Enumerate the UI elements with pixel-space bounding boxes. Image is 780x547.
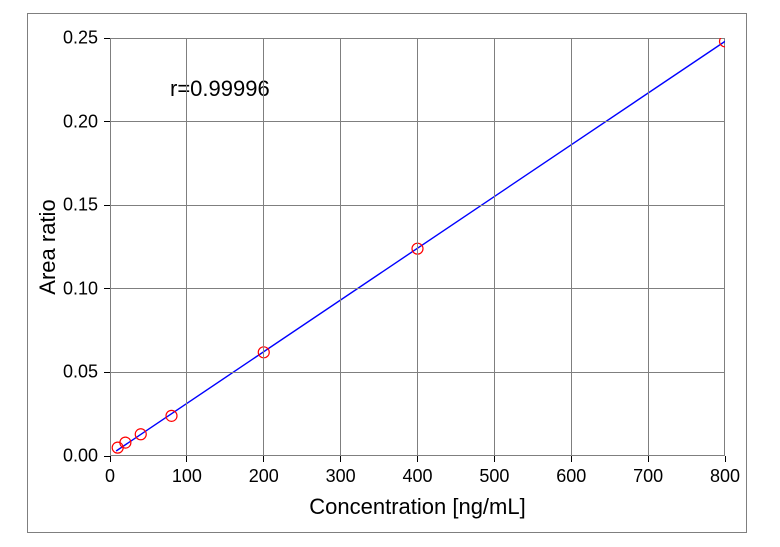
y-tick (104, 38, 110, 39)
y-tick-label: 0.10 (63, 278, 98, 299)
x-tick (494, 456, 495, 462)
grid-v (417, 38, 418, 456)
grid-h (110, 205, 725, 206)
x-tick-label: 800 (710, 466, 740, 487)
x-tick-label: 200 (249, 466, 279, 487)
x-tick (340, 456, 341, 462)
grid-h (110, 121, 725, 122)
y-tick-label: 0.05 (63, 362, 98, 383)
y-tick-label: 0.25 (63, 28, 98, 49)
x-axis-label: Concentration [ng/mL] (309, 494, 525, 520)
x-tick (417, 456, 418, 462)
x-tick (725, 456, 726, 462)
chart-overlay-svg (0, 0, 780, 547)
x-tick-label: 300 (326, 466, 356, 487)
x-tick-label: 500 (479, 466, 509, 487)
r-value-annotation: r=0.99996 (170, 76, 270, 102)
grid-v (186, 38, 187, 456)
regression-line (116, 41, 725, 451)
y-tick (104, 205, 110, 206)
grid-v (494, 38, 495, 456)
x-tick-label: 400 (402, 466, 432, 487)
y-tick (104, 121, 110, 122)
grid-h (110, 372, 725, 373)
y-tick (104, 372, 110, 373)
x-tick (571, 456, 572, 462)
grid-v (571, 38, 572, 456)
y-tick-label: 0.15 (63, 195, 98, 216)
x-tick-label: 700 (633, 466, 663, 487)
y-tick (104, 456, 110, 457)
y-tick (104, 288, 110, 289)
x-tick (110, 456, 111, 462)
x-tick (648, 456, 649, 462)
grid-v (648, 38, 649, 456)
x-tick-label: 600 (556, 466, 586, 487)
x-tick (263, 456, 264, 462)
grid-v (340, 38, 341, 456)
grid-v (263, 38, 264, 456)
grid-h (110, 288, 725, 289)
x-tick (186, 456, 187, 462)
y-tick-label: 0.00 (63, 446, 98, 467)
y-tick-label: 0.20 (63, 111, 98, 132)
x-tick-label: 0 (105, 466, 115, 487)
x-tick-label: 100 (172, 466, 202, 487)
y-axis-label: Area ratio (35, 199, 61, 294)
